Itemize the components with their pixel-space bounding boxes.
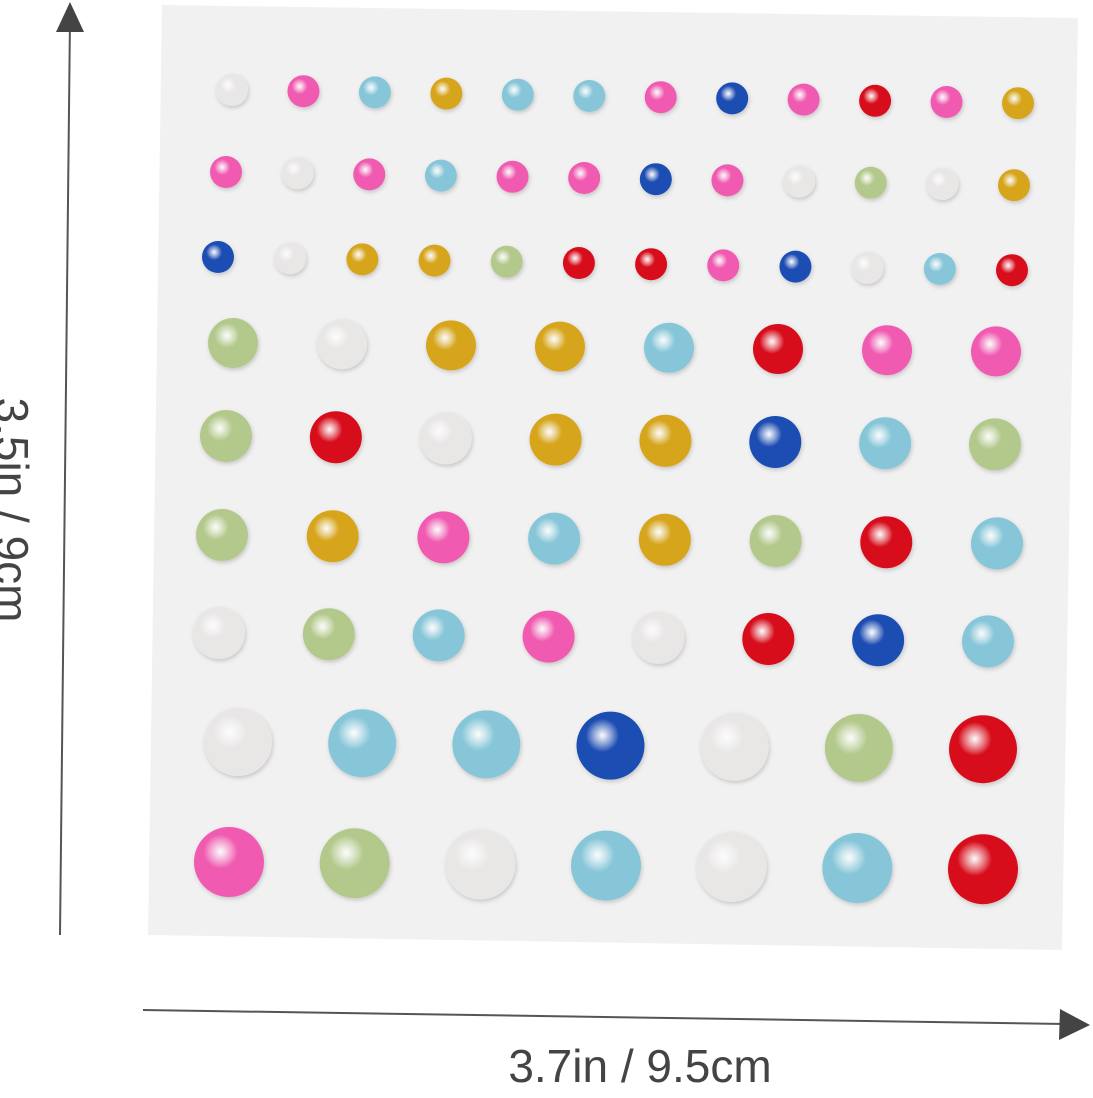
pearl (1002, 87, 1034, 120)
pearl (923, 253, 956, 285)
pearl (528, 512, 581, 565)
pearl (948, 834, 1018, 905)
pearl (926, 168, 959, 200)
pearl (302, 608, 355, 661)
pearl (193, 607, 245, 659)
pearl (417, 511, 470, 564)
pearl (353, 158, 386, 191)
pearl (783, 165, 816, 198)
pearl (862, 325, 912, 376)
pearl (716, 82, 749, 115)
pearl (753, 324, 803, 374)
pearl (535, 321, 585, 372)
pearl (358, 76, 391, 109)
pearl (742, 613, 795, 665)
pearl (639, 414, 692, 467)
pearl (490, 245, 523, 278)
pearl (328, 709, 397, 778)
pearl (216, 74, 248, 106)
pearl (445, 829, 516, 900)
pearl (424, 159, 457, 192)
pearl (971, 517, 1023, 570)
pearl (749, 515, 802, 567)
pearl (787, 83, 820, 116)
width-label: 3.7in / 9.5cm (508, 1040, 771, 1092)
pearl (860, 516, 913, 569)
pearl (419, 412, 472, 465)
pearl (779, 250, 812, 283)
pearl (452, 710, 521, 779)
pearl (635, 248, 668, 281)
pearl (522, 610, 575, 663)
pearl (576, 711, 645, 780)
pearl (194, 827, 264, 897)
pearl (969, 418, 1021, 471)
pearl (711, 164, 744, 197)
pearl (930, 86, 963, 118)
pearl-grid (193, 74, 1034, 905)
pearl (202, 241, 234, 273)
pearl (824, 714, 893, 782)
pearl (562, 247, 595, 279)
pearl (568, 162, 601, 194)
pearl (281, 157, 314, 190)
pearl (859, 84, 892, 117)
pearl (430, 77, 463, 110)
pearl (571, 830, 641, 901)
pearl (196, 509, 248, 561)
pearl (707, 249, 740, 282)
pearl (306, 510, 359, 563)
pearl (208, 318, 258, 368)
pearl (426, 320, 476, 371)
pearl (644, 322, 694, 373)
pearl (971, 326, 1021, 377)
height-arrow-head (56, 2, 84, 32)
pearl (962, 615, 1014, 668)
pearl (274, 242, 307, 275)
pearl (319, 828, 390, 899)
pearl (638, 513, 691, 566)
pearl (210, 156, 242, 188)
pearl (496, 160, 529, 193)
pearl (501, 78, 534, 111)
sticker-sheet (148, 5, 1078, 950)
pearl (200, 410, 252, 462)
pearl (418, 244, 451, 277)
pearl (859, 417, 912, 470)
pearl (204, 708, 272, 776)
pearl (529, 413, 582, 466)
pearl (998, 169, 1030, 202)
pearl (852, 614, 905, 667)
pearl (632, 611, 685, 664)
pearl (996, 254, 1028, 287)
pearl (749, 416, 802, 468)
pearl (949, 715, 1017, 784)
pearl (822, 833, 893, 903)
pearl (639, 163, 672, 196)
pearl (573, 80, 606, 112)
pearl (851, 251, 884, 284)
pearl (696, 831, 767, 902)
width-arrow-head (1059, 1009, 1090, 1040)
width-arrow-line (142, 1009, 1066, 1025)
pearl (644, 81, 677, 114)
pearl (309, 411, 362, 464)
pearl (700, 712, 769, 781)
pearl (854, 166, 887, 199)
pearl (346, 243, 379, 276)
height-label: 3.5in / 9cm (0, 398, 38, 623)
pearl (412, 609, 465, 662)
pearl (317, 319, 367, 370)
pearl (287, 75, 320, 108)
height-arrow-line (59, 17, 71, 936)
